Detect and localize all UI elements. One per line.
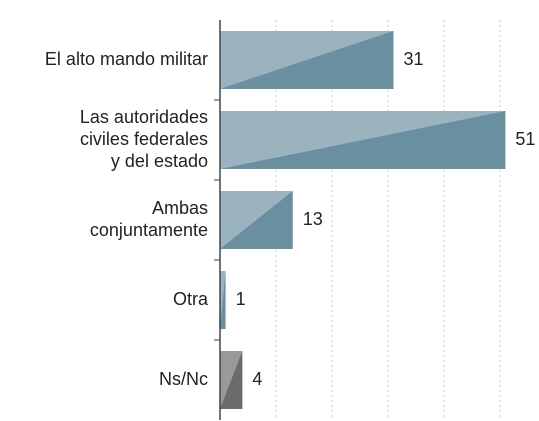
value-label: 13 [303,209,323,229]
value-label: 4 [252,369,262,389]
category-label: El alto mando militar [45,49,208,69]
category-label-line: Ambas [152,198,208,218]
bar-highlight [220,271,226,329]
category-label-line: Ns/Nc [159,369,208,389]
bar [220,191,293,249]
category-label-line: El alto mando militar [45,49,208,69]
bar [220,111,506,169]
category-label: Las autoridades civiles federales y del es… [80,107,208,171]
bar-highlight [220,31,394,89]
value-label: 31 [403,49,423,69]
bar [220,351,243,409]
category-label: Ambas conjuntamente [90,198,208,240]
bar-highlight [220,351,243,409]
bar-highlight [220,111,506,169]
value-label: 1 [236,289,246,309]
bar-highlight [220,191,293,249]
bar [220,31,394,89]
category-label-line: Las autoridades [80,107,208,127]
category-label: Otra [173,289,209,309]
category-label-line: conjuntamente [90,220,208,240]
bar [220,271,226,329]
category-label-line: y del estado [111,151,208,171]
category-label: Ns/Nc [159,369,208,389]
category-label-line: Otra [173,289,209,309]
value-label: 51 [515,129,535,149]
category-label-line: civiles federales [80,129,208,149]
